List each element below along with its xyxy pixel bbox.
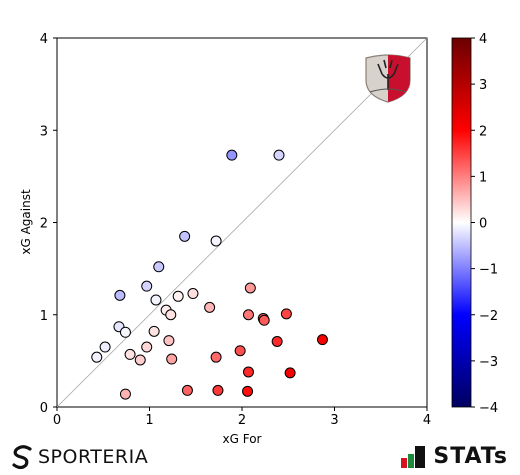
x-axis-label: xG For xyxy=(223,432,262,446)
data-point xyxy=(181,384,193,396)
y-tick-label: 0 xyxy=(40,401,48,416)
data-point xyxy=(258,314,270,326)
colorbar-tick-label: −3 xyxy=(479,355,498,370)
data-point xyxy=(141,341,153,353)
data-point xyxy=(212,384,224,396)
y-tick-label: 1 xyxy=(40,309,48,324)
stats-text: STATs xyxy=(433,444,508,469)
data-point xyxy=(172,290,184,302)
data-point xyxy=(210,235,222,247)
team-crest-icon xyxy=(365,54,411,103)
stats-bars-icon xyxy=(401,445,426,468)
data-point xyxy=(273,149,285,161)
data-point xyxy=(124,348,136,360)
data-point xyxy=(242,385,254,397)
colorbar-tick-label: −4 xyxy=(479,401,498,416)
data-point xyxy=(163,335,175,347)
x-tick-label: 2 xyxy=(238,413,246,428)
data-point xyxy=(280,308,292,320)
data-point xyxy=(153,261,165,273)
data-point xyxy=(204,301,216,313)
data-point xyxy=(134,354,146,366)
data-point xyxy=(179,230,191,242)
data-point xyxy=(242,366,254,378)
data-point xyxy=(99,341,111,353)
x-tick-label: 1 xyxy=(145,413,153,428)
x-tick-label: 4 xyxy=(423,413,431,428)
data-point xyxy=(150,294,162,306)
data-point xyxy=(148,325,160,337)
colorbar-tick-label: 4 xyxy=(479,32,487,47)
diagonal-reference-line xyxy=(56,37,428,408)
data-point xyxy=(284,367,296,379)
sporteria-s-icon xyxy=(12,445,32,469)
data-points xyxy=(91,149,328,400)
data-point xyxy=(234,345,246,357)
data-point xyxy=(226,149,238,161)
colorbar-tick-label: −2 xyxy=(479,309,498,324)
data-point xyxy=(166,353,178,365)
colorbar xyxy=(451,37,472,408)
sporteria-text: SPORTERIA xyxy=(38,446,149,468)
data-point xyxy=(119,388,131,400)
data-point xyxy=(91,351,103,363)
data-point xyxy=(244,282,256,294)
data-point xyxy=(210,351,222,363)
data-point xyxy=(141,280,153,292)
y-axis-label: xG Against xyxy=(19,189,33,255)
data-point xyxy=(114,289,126,301)
colorbar-tick-label: 0 xyxy=(479,217,487,232)
y-tick-label: 3 xyxy=(40,124,48,139)
y-tick-label: 2 xyxy=(40,217,48,232)
x-tick-label: 3 xyxy=(330,413,338,428)
sporteria-logo: SPORTERIA xyxy=(12,445,148,469)
x-tick-label: 0 xyxy=(53,413,61,428)
stats-logo: STATs xyxy=(401,444,508,469)
data-point xyxy=(316,334,328,346)
colorbar-tick-label: 3 xyxy=(479,78,487,93)
colorbar-tick-label: −1 xyxy=(479,263,498,278)
data-point xyxy=(187,288,199,300)
data-point xyxy=(242,309,254,321)
data-point xyxy=(119,326,131,338)
data-point xyxy=(165,309,177,321)
colorbar-ticks: 4 3 2 1 0 −1 −2 −3 −4 xyxy=(471,32,498,416)
y-tick-label: 4 xyxy=(40,32,48,47)
colorbar-tick-label: 2 xyxy=(479,124,487,139)
data-point xyxy=(271,336,283,348)
axis-ticks: 0 1 2 3 4 0 1 2 3 4 xyxy=(40,32,431,428)
colorbar-tick-label: 1 xyxy=(479,170,487,185)
